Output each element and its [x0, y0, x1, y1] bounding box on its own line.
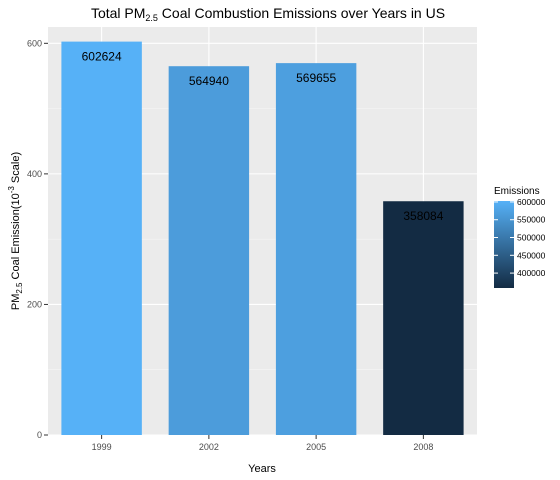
legend-tick-label: 550000	[517, 215, 546, 225]
y-tick-label: 600	[27, 38, 42, 48]
x-tick-label: 2005	[306, 442, 326, 452]
y-tick-label: 200	[27, 299, 42, 309]
bar-label-1999: 602624	[82, 50, 122, 64]
y-axis-title: PM2.5 Coal Emission(10-3 Scale)	[7, 152, 24, 310]
x-tick-label: 1999	[92, 442, 112, 452]
legend-tick-label: 600000	[517, 197, 546, 207]
x-tick-label: 2002	[199, 442, 219, 452]
y-tick-label: 0	[37, 430, 42, 440]
legend-tick-label: 400000	[517, 268, 546, 278]
y-axis: 0 200 400 600	[27, 38, 48, 440]
y-tick-label: 400	[27, 169, 42, 179]
bar-label-2005: 569655	[296, 71, 336, 85]
legend-title: Emissions	[494, 186, 540, 197]
bar-label-2008: 358084	[403, 209, 443, 223]
legend: Emissions 600000 550000 500000 450000 400000	[494, 186, 546, 288]
legend-colorbar	[494, 201, 514, 288]
x-tick-label: 2008	[413, 442, 433, 452]
bar-1999	[61, 42, 141, 435]
legend-tick-label: 500000	[517, 233, 546, 243]
x-axis: 1999 2002 2005 2008	[92, 435, 434, 452]
bar-2005	[276, 63, 356, 435]
bar-2008	[383, 201, 463, 435]
chart-title: Total PM2.5 Coal Combustion Emissions ov…	[91, 5, 445, 23]
x-axis-title: Years	[248, 463, 276, 475]
legend-tick-label: 450000	[517, 250, 546, 260]
bar-label-2002: 564940	[189, 74, 229, 88]
bar-2002	[169, 66, 249, 435]
